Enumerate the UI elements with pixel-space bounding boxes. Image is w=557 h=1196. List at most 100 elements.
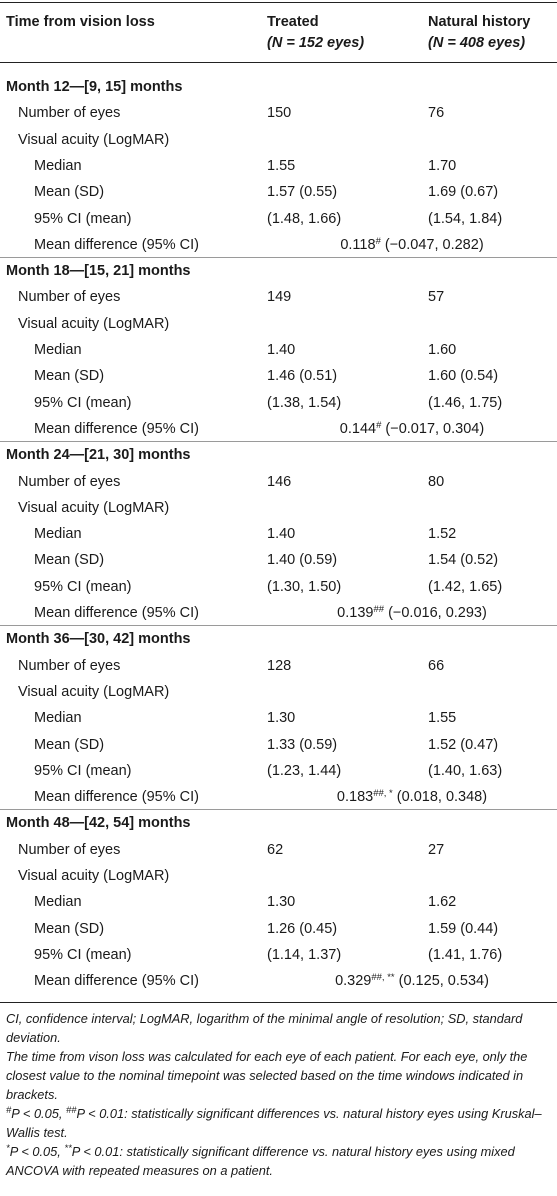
table-row: 95% CI (mean) (1.48, 1.66) (1.54, 1.84) xyxy=(0,206,557,232)
footnote-kruskal-wallis: #P < 0.05, ##P < 0.01: statistically sig… xyxy=(6,1105,542,1140)
table-row: Median 1.40 1.60 xyxy=(0,337,557,363)
section-title: Month 12—[9, 15] months xyxy=(6,79,183,95)
table-row: Visual acuity (LogMAR) xyxy=(0,127,557,153)
mean-difference-value: 0.329##, ** (0.125, 0.534) xyxy=(335,972,489,990)
row-label: Visual acuity (LogMAR) xyxy=(18,868,170,884)
mean-difference-value: 0.183##, * (0.018, 0.348) xyxy=(336,788,488,806)
table-row: Number of eyes 149 57 xyxy=(0,284,557,310)
row-label: 95% CI (mean) xyxy=(34,394,132,411)
table-row: Mean (SD) 1.26 (0.45) 1.59 (0.44) xyxy=(0,916,557,942)
treated-value: (1.38, 1.54) xyxy=(267,394,342,411)
table-row: Mean (SD) 1.46 (0.51) 1.60 (0.54) xyxy=(0,363,557,389)
significance-marker: # xyxy=(376,419,382,431)
section-title: Month 48—[42, 54] months xyxy=(6,815,191,832)
table-bottom-rule xyxy=(0,1002,557,1003)
section-header-row: Month 24—[21, 30] months xyxy=(0,442,557,468)
mean-difference-row: Mean difference (95% CI) 0.139## (−0.016,… xyxy=(0,600,557,626)
treated-value: 1.40 xyxy=(267,526,296,543)
row-label: Median xyxy=(34,894,82,911)
section-header-row: Month 12—[9, 15] months xyxy=(0,74,557,100)
treated-value: 149 xyxy=(267,289,292,306)
row-label: 95% CI (mean) xyxy=(34,210,132,227)
row-label: Median xyxy=(34,157,82,174)
natural-history-value: 1.52 (0.47) xyxy=(428,736,499,753)
section-header-row: Month 18—[15, 21] months xyxy=(0,258,557,284)
treated-value: 1.46 (0.51) xyxy=(267,368,338,385)
section-divider xyxy=(0,625,557,627)
footnote-method: The time from vison loss was calculated … xyxy=(6,1049,528,1102)
natural-history-value: 1.55 xyxy=(428,710,457,727)
row-label: Visual acuity (LogMAR) xyxy=(18,683,170,700)
mean-difference-value: 0.118# (−0.047, 0.282) xyxy=(340,235,484,253)
row-label: Visual acuity (LogMAR) xyxy=(18,315,170,332)
row-label: Mean (SD) xyxy=(34,368,105,385)
header-natural-history: Natural history (N = 408 eyes) xyxy=(428,12,530,54)
section-divider xyxy=(0,257,557,259)
table-row: 95% CI (mean) (1.30, 1.50) (1.42, 1.65) xyxy=(0,574,557,600)
row-label: Median xyxy=(34,342,82,358)
significance-marker: ## xyxy=(373,604,385,615)
row-label: Mean difference (95% CI) xyxy=(34,973,199,990)
natural-history-value: 66 xyxy=(428,657,445,674)
table-row: Mean (SD) 1.33 (0.59) 1.52 (0.47) xyxy=(0,732,557,758)
table-row: Median 1.30 1.62 xyxy=(0,889,557,915)
section-header-row: Month 48—[42, 54] months xyxy=(0,810,557,836)
row-label: Mean (SD) xyxy=(34,184,105,201)
natural-history-value: 1.52 xyxy=(428,526,457,543)
table-row: Number of eyes 128 66 xyxy=(0,653,557,679)
row-label: Number of eyes xyxy=(18,105,121,122)
header-treated: Treated (N = 152 eyes) xyxy=(267,12,364,54)
treated-value: 1.57 (0.55) xyxy=(267,184,338,201)
significance-marker: ##, ** xyxy=(371,972,395,984)
treated-value: 146 xyxy=(267,473,292,490)
table-row: 95% CI (mean) (1.14, 1.37) (1.41, 1.76) xyxy=(0,942,557,968)
natural-history-value: (1.40, 1.63) xyxy=(428,762,503,779)
natural-history-value: 80 xyxy=(428,473,445,490)
natural-history-value: 1.69 (0.67) xyxy=(428,184,499,201)
row-label: Mean (SD) xyxy=(34,920,105,937)
treated-value: (1.23, 1.44) xyxy=(267,762,342,779)
row-label: Mean (SD) xyxy=(34,552,105,569)
row-label: Visual acuity (LogMAR) xyxy=(18,131,170,148)
mean-difference-row: Mean difference (95% CI) 0.183##, * (0.01… xyxy=(0,784,557,810)
row-label: Number of eyes xyxy=(18,473,121,490)
section-header-row: Month 36—[30, 42] months xyxy=(0,626,557,652)
natural-history-value: 57 xyxy=(428,289,445,306)
row-label: Mean difference (95% CI) xyxy=(34,605,199,621)
natural-history-value: 1.54 (0.52) xyxy=(428,552,499,569)
natural-history-value: 1.59 (0.44) xyxy=(428,920,499,937)
treated-value: (1.14, 1.37) xyxy=(267,946,342,963)
row-label: 95% CI (mean) xyxy=(34,946,132,963)
natural-history-value: (1.42, 1.65) xyxy=(428,578,503,595)
natural-history-value: 1.60 xyxy=(428,342,457,358)
natural-history-value: (1.54, 1.84) xyxy=(428,210,503,227)
section-title: Month 36—[30, 42] months xyxy=(6,631,191,648)
table-footnotes: CI, confidence interval; LogMAR, logarit… xyxy=(6,1009,552,1180)
row-label: Median xyxy=(34,710,82,727)
table-row: 95% CI (mean) (1.38, 1.54) (1.46, 1.75) xyxy=(0,390,557,416)
treated-value: 62 xyxy=(267,841,284,858)
row-label: Number of eyes xyxy=(18,657,121,674)
treated-value: 1.30 xyxy=(267,710,296,727)
table-row: Visual acuity (LogMAR) xyxy=(0,311,557,337)
table-row: Median 1.30 1.55 xyxy=(0,705,557,731)
header-time-from-vision-loss: Time from vision loss xyxy=(6,14,155,30)
natural-history-value: 76 xyxy=(428,105,445,122)
table-top-rule xyxy=(0,2,557,3)
row-label: Number of eyes xyxy=(18,841,121,858)
significance-marker: ##, * xyxy=(373,788,393,800)
row-label: Mean difference (95% CI) xyxy=(34,789,199,806)
natural-history-value: 27 xyxy=(428,841,445,858)
section-title: Month 24—[21, 30] months xyxy=(6,447,191,464)
treated-value: 128 xyxy=(267,657,292,674)
table-row: Median 1.40 1.52 xyxy=(0,521,557,547)
row-label: Mean (SD) xyxy=(34,736,105,753)
treated-value: 1.30 xyxy=(267,894,296,911)
row-label: 95% CI (mean) xyxy=(34,578,132,595)
treated-value: 1.40 (0.59) xyxy=(267,552,338,569)
table-row: Visual acuity (LogMAR) xyxy=(0,863,557,889)
header-treated-title: Treated xyxy=(267,14,319,30)
footnote-abbreviations: CI, confidence interval; LogMAR, logarit… xyxy=(6,1011,523,1045)
table-row: Median 1.55 1.70 xyxy=(0,153,557,179)
